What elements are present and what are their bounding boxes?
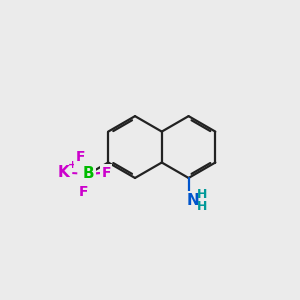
Text: F: F [75,150,85,164]
Text: N: N [187,193,199,208]
Text: F: F [79,185,89,199]
Text: H: H [196,200,207,213]
Text: H: H [196,188,207,201]
Text: +: + [68,160,77,170]
Text: K: K [57,165,69,180]
Text: F: F [101,166,111,179]
Text: B: B [82,167,94,182]
